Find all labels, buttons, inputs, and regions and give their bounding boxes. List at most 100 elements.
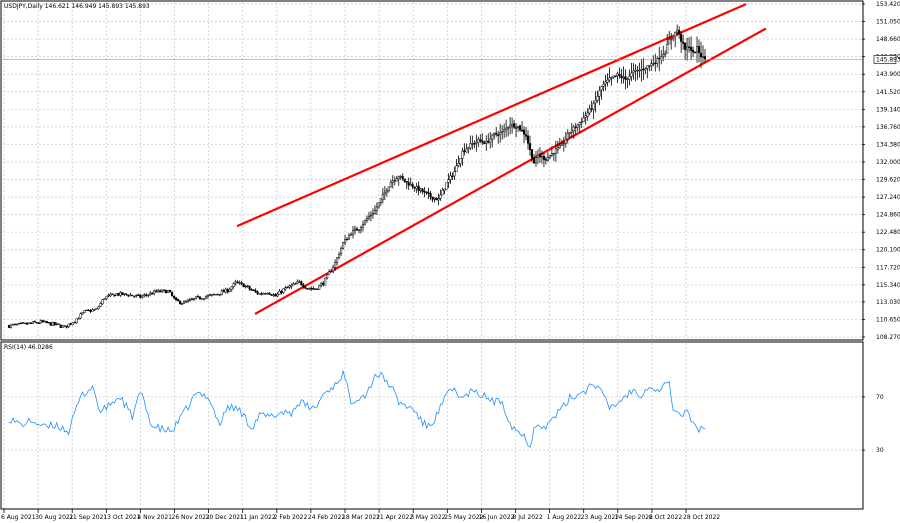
price-chart-title: USDJPY,Daily 146.621 146.949 145.893 145… [4,3,150,10]
price-tick-label: 139.140 [876,106,900,113]
candle-body [626,78,629,80]
candle-body [302,284,305,288]
price-tick-label: 127.240 [876,194,900,201]
candle-body [509,125,512,128]
candle-body [453,171,456,177]
candle-body [568,132,571,134]
candle-body [417,185,420,191]
candle-body [666,43,669,54]
candle-body [55,323,58,325]
price-panel-frame [0,0,864,341]
candle-body [409,183,412,186]
candle-body [328,271,331,275]
candle-body [550,153,553,156]
candle-body [694,51,697,54]
candle-body [441,189,444,196]
candle-body [31,321,34,324]
time-tick-label: 20 Dec 2021 [206,514,245,521]
candle-body [109,293,112,297]
candle-body [646,65,649,69]
candle-body [202,298,205,300]
candle-body [123,293,126,295]
candle-body [668,39,671,45]
candle-body [461,150,464,159]
candle-body [252,289,255,291]
candle-body [196,296,199,298]
current-price-box [873,55,897,64]
candle-body [204,296,207,299]
candle-body [41,320,44,323]
candle-body [29,322,32,324]
candle-body [250,289,253,291]
candle-body [79,313,82,319]
price-tick-label: 108.270 [876,334,900,341]
candle-body [586,112,589,117]
channel-upper-line [236,3,747,228]
candle-body [445,182,448,190]
candle-body [63,325,66,327]
price-tick-label: 148.660 [876,36,900,43]
time-tick-label: 14 Sep 2022 [615,514,653,521]
candle-body [184,301,188,303]
candle-body [240,282,243,284]
candle-body [369,214,372,217]
candle-body [439,194,442,199]
candle-body [320,283,323,286]
candle-body [216,293,219,296]
candle-body [534,157,538,164]
candle-body [383,191,386,195]
price-tick-label: 120.100 [876,247,900,254]
candle-body [604,81,607,85]
candle-body [99,303,102,307]
grid-layer [3,2,862,508]
candle-body [214,293,217,296]
candle-body [117,293,120,296]
rsi-tick-label: 70 [876,394,884,401]
candle-body [232,283,235,287]
time-tick-label: 6 Oct 2022 [649,514,682,521]
candle-body [292,283,295,286]
candle-body [15,323,19,326]
candle-body [103,298,106,300]
candle-body [686,46,689,50]
candle-body [91,309,94,312]
price-tick-label: 124.860 [876,212,900,219]
candle-body [95,308,98,310]
candle-body [542,156,545,160]
rsi-plot [8,370,706,448]
candle-body [576,124,579,129]
candle-body [648,65,651,67]
candle-body [517,125,520,128]
candle-body [139,294,142,298]
candle-body [546,157,549,162]
price-tick-label: 113.030 [876,299,900,306]
candle-body [499,132,502,136]
candle-body [228,289,231,292]
candle-body [620,75,623,79]
candle-body [618,73,621,76]
candle-body [178,300,182,305]
candle-body [397,176,400,179]
channel-lower-line [254,27,767,315]
candle-body [566,133,569,140]
candle-body [415,186,418,189]
candle-body [330,270,333,273]
candle-body [431,196,434,200]
candle-body [423,191,426,193]
candle-body [308,288,311,290]
candle-body [87,309,90,312]
candle-body [21,322,24,324]
candle-body [697,46,701,53]
candle-body [699,52,703,58]
candle-body [49,322,52,326]
candle-body [419,188,422,191]
candle-body [17,322,20,325]
candle-body [157,290,160,293]
candle-body [532,157,536,164]
candle-body [634,69,637,72]
candle-body [703,56,707,60]
time-tick-label: 3 May 2022 [410,514,445,521]
time-tick-label: 28 Oct 2022 [683,514,720,521]
candle-body [395,178,398,182]
